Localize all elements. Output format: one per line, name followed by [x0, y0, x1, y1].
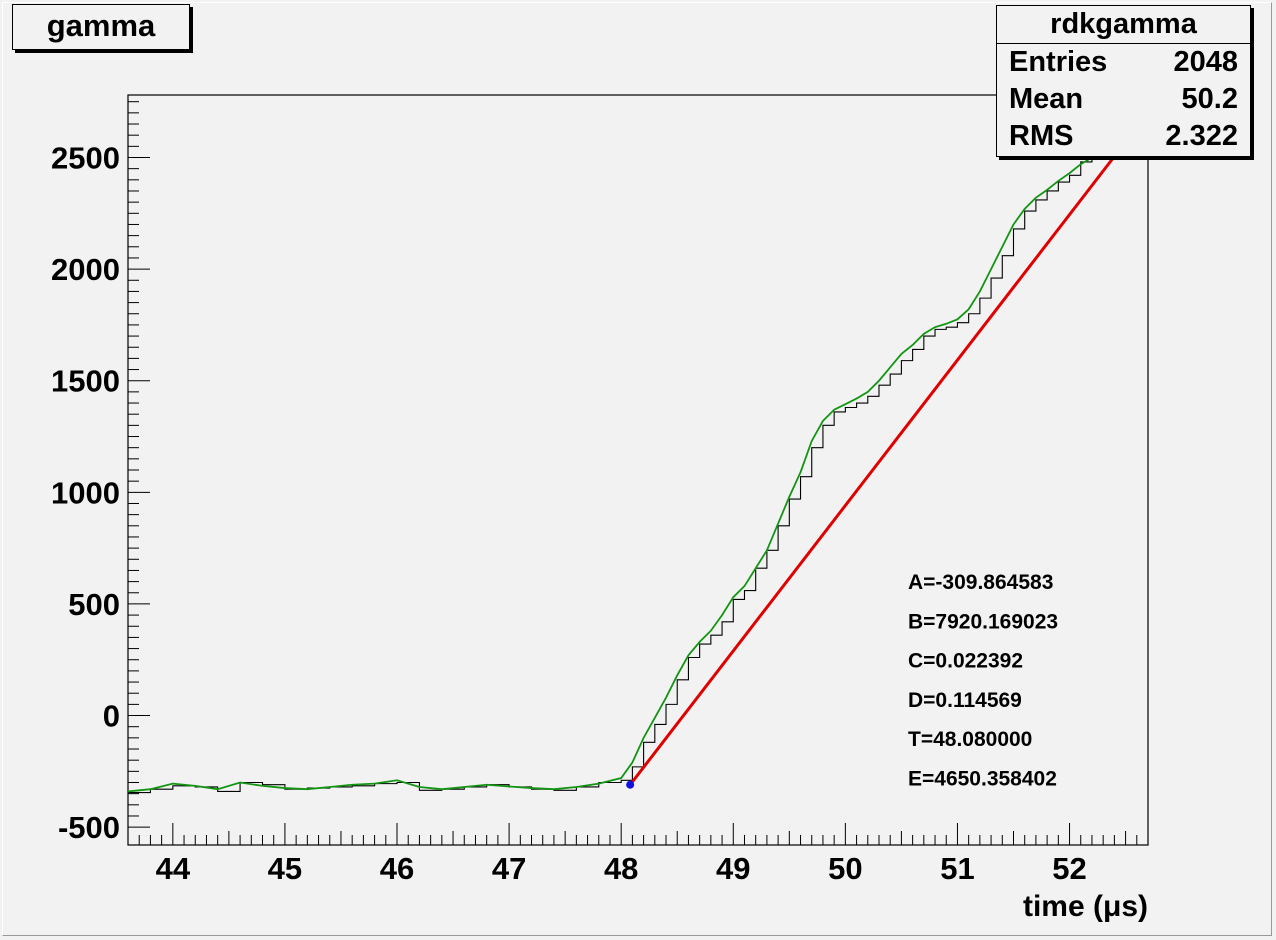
- y-tick-label: 0: [103, 699, 120, 734]
- fit-start-marker: [626, 780, 635, 789]
- stats-value: 2.322: [1165, 120, 1238, 152]
- y-tick-label: 2000: [51, 252, 120, 287]
- fit-parameters: A=-309.864583 B=7920.169023 C=0.022392 D=0.…: [908, 571, 1058, 791]
- stats-value: 50.2: [1181, 83, 1238, 115]
- stats-row-entries: Entries 2048: [997, 44, 1250, 81]
- series-histogram-line: [128, 139, 1137, 794]
- stats-row-rms: RMS 2.322: [997, 118, 1250, 155]
- fit-param-label: A=-309.864583: [908, 571, 1053, 594]
- y-axis-ticks: -500 0 500 1000 1500 2000 2500: [51, 101, 150, 845]
- series-layer: [128, 137, 1145, 794]
- x-tick-label: 46: [380, 851, 414, 886]
- x-tick-label: 50: [828, 851, 862, 886]
- x-tick-label: 47: [492, 851, 526, 886]
- fit-param-label: C=0.022392: [908, 650, 1023, 673]
- chart-title: gamma: [46, 8, 156, 43]
- y-tick-label: 2500: [51, 141, 120, 176]
- series-fit-line: [628, 140, 1127, 786]
- x-axis-label: time (μs): [1023, 890, 1148, 923]
- y-tick-label: 1500: [51, 364, 120, 399]
- stats-box: rdkgamma Entries 2048 Mean 50.2 RMS 2.32…: [996, 5, 1251, 157]
- stats-label: RMS: [1009, 120, 1074, 152]
- y-tick-label: -500: [58, 810, 120, 845]
- x-tick-label: 52: [1052, 851, 1086, 886]
- fit-param-label: B=7920.169023: [908, 610, 1058, 633]
- x-tick-label: 45: [268, 851, 302, 886]
- stats-label: Mean: [1009, 83, 1084, 115]
- chart-title-box: gamma: [12, 4, 190, 50]
- plot-frame: [127, 94, 1149, 846]
- x-tick-label: 51: [940, 851, 974, 886]
- fit-param-label: D=0.114569: [908, 689, 1022, 712]
- series-smooth-line: [128, 137, 1145, 793]
- fit-param-label: E=4650.358402: [908, 768, 1057, 791]
- x-tick-label: 49: [716, 851, 750, 886]
- x-axis-ticks: 44 45 46 47 48 49 50 51 52: [127, 823, 1149, 886]
- stats-value: 2048: [1173, 46, 1238, 78]
- y-tick-label: 500: [68, 587, 120, 622]
- y-tick-label: 1000: [51, 475, 120, 510]
- x-tick-label: 48: [604, 851, 638, 886]
- stats-row-mean: Mean 50.2: [997, 81, 1250, 118]
- stats-name: rdkgamma: [997, 6, 1250, 44]
- x-tick-label: 44: [156, 851, 191, 886]
- stats-label: Entries: [1009, 46, 1108, 78]
- fit-param-label: T=48.080000: [908, 728, 1032, 751]
